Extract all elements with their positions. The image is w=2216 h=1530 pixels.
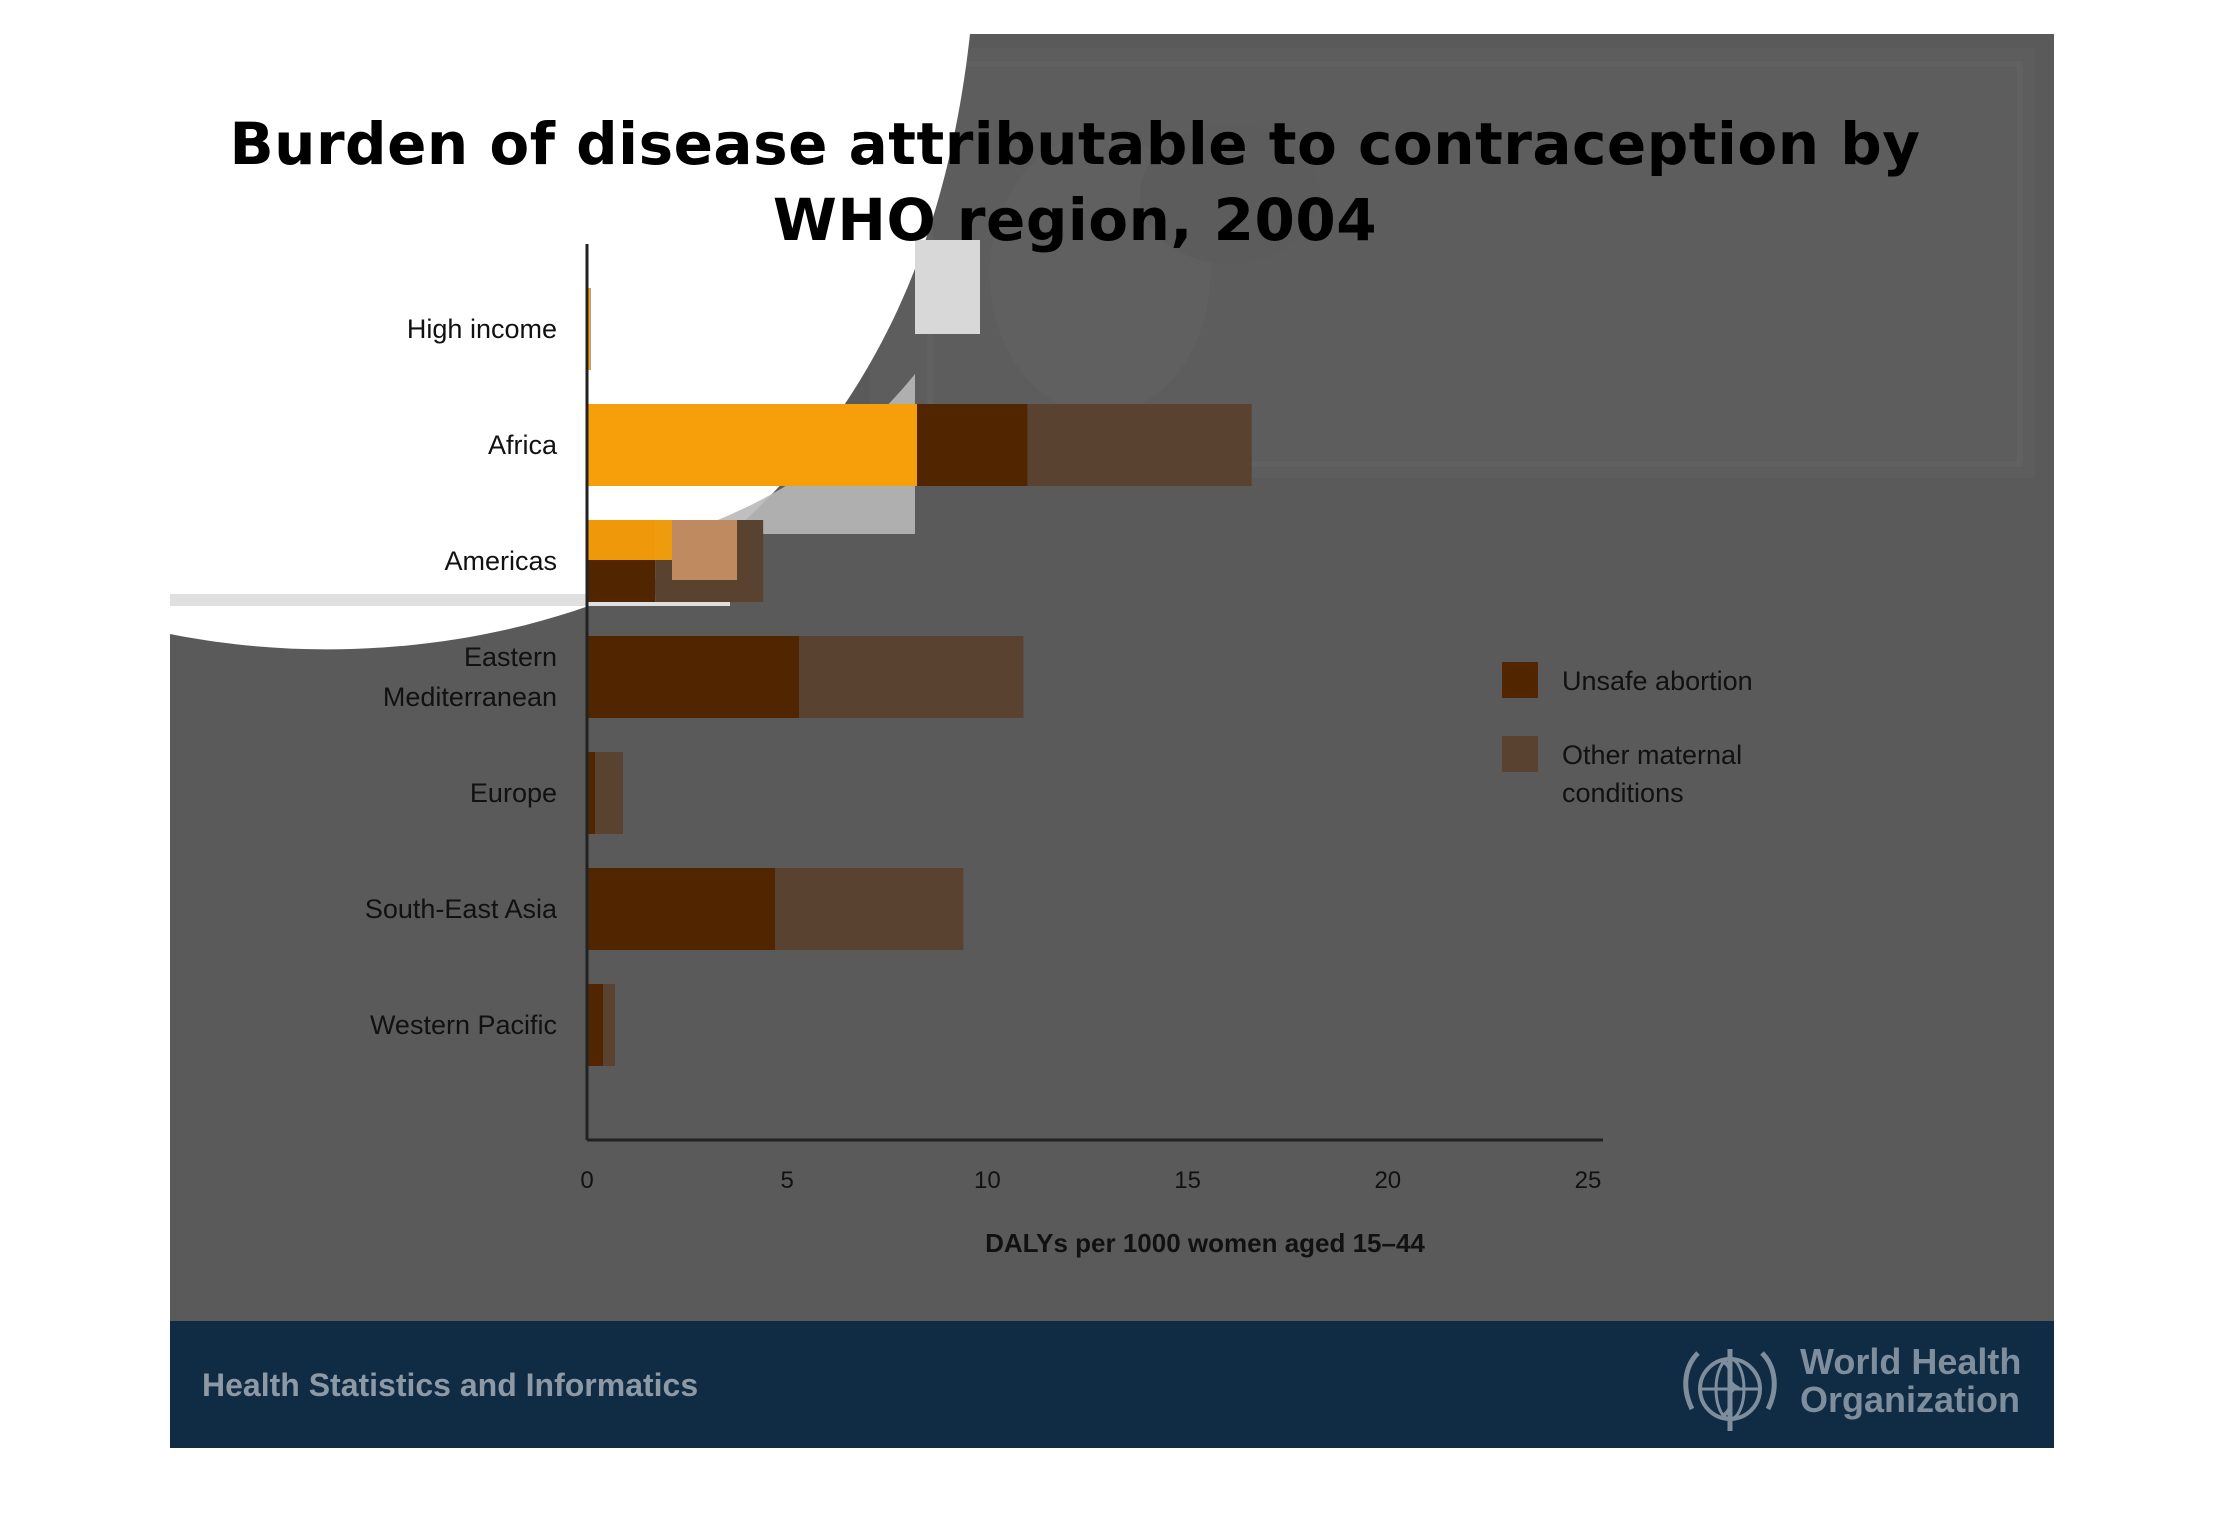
bar-unsafe-abortion-europe: [587, 752, 596, 834]
category-label: Europe: [470, 778, 557, 808]
axes-layer: [585, 244, 1603, 1142]
who-name: World Health Organization: [1800, 1343, 2021, 1419]
legend: Unsafe abortion Other maternal conditions: [1502, 662, 1753, 808]
x-axis-label: DALYs per 1000 women aged 15–44: [985, 1228, 1425, 1258]
bar-unsafe-abortion-south-east-asia: [587, 868, 776, 950]
highlight-americas-light: [672, 520, 737, 580]
x-tick-label: 10: [974, 1167, 1001, 1194]
legend-label: Other maternal conditions: [1562, 740, 1742, 808]
category-label: Africa: [488, 430, 558, 460]
bar-unsafe-abortion-eastern-mediterranean: [587, 636, 800, 718]
category-label: Americas: [444, 546, 557, 576]
slide: Burden of disease attributable to contra…: [170, 34, 2054, 1448]
highlight-americas: [587, 520, 672, 560]
highlight-africa: [587, 404, 917, 486]
x-tick-label: 20: [1374, 1167, 1401, 1194]
bar-chart: High income Africa Americas Eastern Mediterr…: [365, 244, 1753, 1258]
bar-other-maternal-western-pacific: [603, 984, 616, 1066]
legend-label: Unsafe abortion: [1562, 666, 1753, 696]
legend-swatch-unsafe-abortion: [1502, 662, 1538, 698]
category-label: South-East Asia: [365, 894, 558, 924]
x-tick-label: 5: [781, 1167, 794, 1194]
bar-other-maternal-south-east-asia: [775, 868, 964, 950]
category-label: High income: [407, 314, 557, 344]
white-cutout-panel: [170, 34, 980, 650]
who-name-line2: Organization: [1800, 1379, 2021, 1420]
slide-background-graphic: [170, 34, 2035, 650]
footer-bar: Health Statistics and Informatics World …: [170, 1321, 2054, 1448]
bar-other-maternal-eastern-mediterranean: [799, 636, 1024, 718]
slide-title: Burden of disease attributable to contra…: [229, 110, 1921, 254]
bar-unsafe-abortion-western-pacific: [587, 984, 604, 1066]
x-tick-label: 0: [580, 1167, 593, 1194]
footer-text: Health Statistics and Informatics: [202, 1367, 699, 1403]
who-name-line1: World Health: [1800, 1341, 2022, 1382]
bar-other-maternal-africa: [1027, 404, 1252, 486]
x-tick-labels: 0 5 10 15 20 25: [580, 1167, 1601, 1194]
category-label: Western Pacific: [370, 1010, 557, 1040]
category-label: Eastern Mediterranean: [383, 642, 557, 712]
who-emblem-icon: [1683, 1349, 1777, 1431]
legend-swatch-other-maternal: [1502, 736, 1538, 772]
category-labels: High income Africa Americas Eastern Mediterr…: [365, 314, 558, 1040]
bar-other-maternal-europe: [595, 752, 624, 834]
x-tick-label: 15: [1174, 1167, 1201, 1194]
x-tick-label: 25: [1575, 1167, 1602, 1194]
